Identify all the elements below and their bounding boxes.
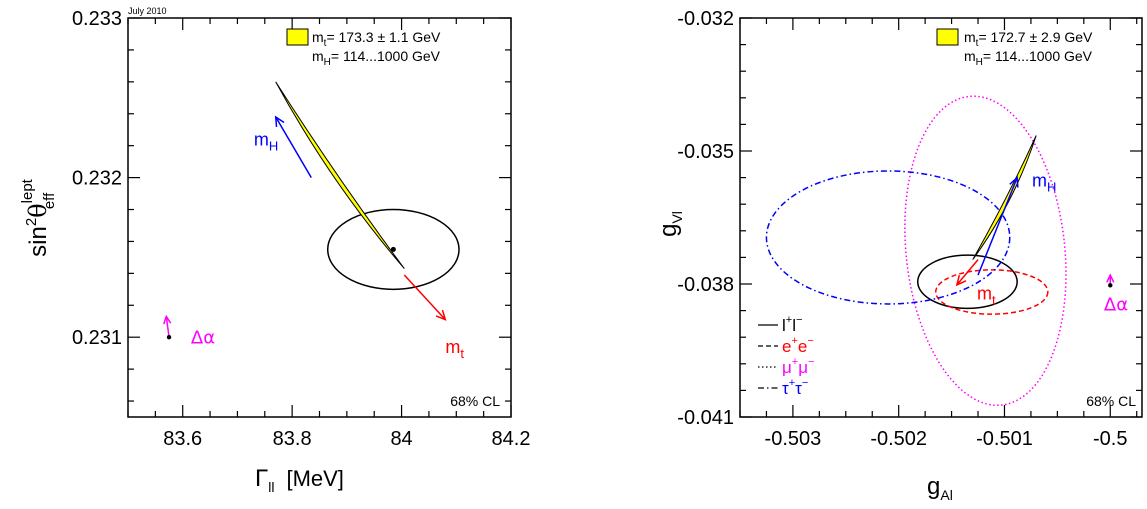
left-x-axis-label: Γll [MeV] <box>255 465 344 495</box>
cl-ellipse-1 <box>934 269 1049 315</box>
y-tick-label: -0.032 <box>677 8 734 30</box>
right-legend-swatch <box>936 28 959 46</box>
left-legend-line2: mH= 114...1000 GeV <box>312 48 441 68</box>
right-chart: -0.503 -0.502 -0.501 -0.5 -0.041 -0.038 -0.035… <box>655 8 1143 503</box>
legend-label-0: l+l− <box>782 314 802 335</box>
right-y-axis-label: gVl <box>655 211 685 237</box>
left-y-axis-label: sin2θlept eff <box>19 178 58 257</box>
right-mt-mh-band <box>972 135 1037 260</box>
right-tick-labels: -0.503 -0.502 -0.501 -0.5 -0.041 -0.038 -0.035… <box>677 8 1127 450</box>
right-delta-alpha-label: Δα <box>1104 295 1128 316</box>
x-tick-label: -0.502 <box>870 428 927 450</box>
y-tick-label: 0.233 <box>72 8 122 30</box>
right-mt-arrow: mt <box>955 259 996 308</box>
right-delta-alpha-arrow: Δα <box>1104 273 1128 316</box>
right-x-axis-label: gAl <box>927 473 953 503</box>
left-mh-label: mH <box>254 130 278 154</box>
x-tick-label: -0.503 <box>765 428 822 450</box>
x-tick-label: 83.6 <box>163 428 202 450</box>
right-mt-label: mt <box>977 284 996 308</box>
y-tick-label: 0.231 <box>72 327 122 349</box>
right-cl-label: 68% CL <box>1086 393 1136 409</box>
right-mh-arrow: mH <box>977 170 1056 276</box>
cl-ellipse-3 <box>765 170 1011 305</box>
y-tick-label: -0.041 <box>677 407 734 429</box>
cl-ellipse-2 <box>904 95 1067 407</box>
left-mt-arrow: mt <box>403 274 464 361</box>
x-tick-label: 84.2 <box>492 428 531 450</box>
right-legend-line1: mt= 172.7 ± 2.9 GeV <box>964 29 1093 49</box>
left-cl-ellipse <box>326 208 460 291</box>
left-mh-arrow: mH <box>254 115 312 178</box>
y-tick-label: -0.035 <box>677 141 734 163</box>
legend-label-2: μ+μ− <box>782 356 814 377</box>
right-cl-ellipses <box>765 95 1067 407</box>
right-mh-label: mH <box>1032 170 1056 194</box>
left-legend-line1: mt= 173.3 ± 1.1 GeV <box>312 29 441 49</box>
left-cl-label: 68% CL <box>450 393 500 409</box>
cl-ellipse-0 <box>916 254 1018 310</box>
right-ticks <box>739 17 1142 418</box>
left-central-point <box>390 246 396 252</box>
right-legend-line2: mH= 114...1000 GeV <box>964 48 1093 68</box>
y-tick-label: 0.232 <box>72 168 122 190</box>
date-note: July 2010 <box>128 6 167 16</box>
y-tick-label: -0.038 <box>677 274 734 296</box>
left-legend-swatch <box>286 28 309 46</box>
legend-label-1: e+e− <box>782 335 814 356</box>
x-tick-label: 84 <box>390 428 412 450</box>
x-tick-label: -0.501 <box>976 428 1033 450</box>
left-delta-alpha-arrow: Δα <box>163 314 215 349</box>
left-ticks <box>127 17 512 417</box>
right-plot-frame <box>739 17 1143 418</box>
left-tick-labels: 83.6 83.8 84 84.2 0.231 0.232 0.233 <box>72 8 531 450</box>
legend-label-3: τ+τ− <box>782 377 808 398</box>
x-tick-label: 83.8 <box>273 428 312 450</box>
left-delta-alpha-label: Δα <box>191 328 215 349</box>
x-tick-label: -0.5 <box>1093 428 1127 450</box>
right-series-legend: l+l−e+e−μ+μ−τ+τ− <box>758 314 814 398</box>
left-mt-mh-band <box>275 81 405 269</box>
left-mt-label: mt <box>445 337 464 361</box>
svg-text:gVl: gVl <box>655 211 685 237</box>
